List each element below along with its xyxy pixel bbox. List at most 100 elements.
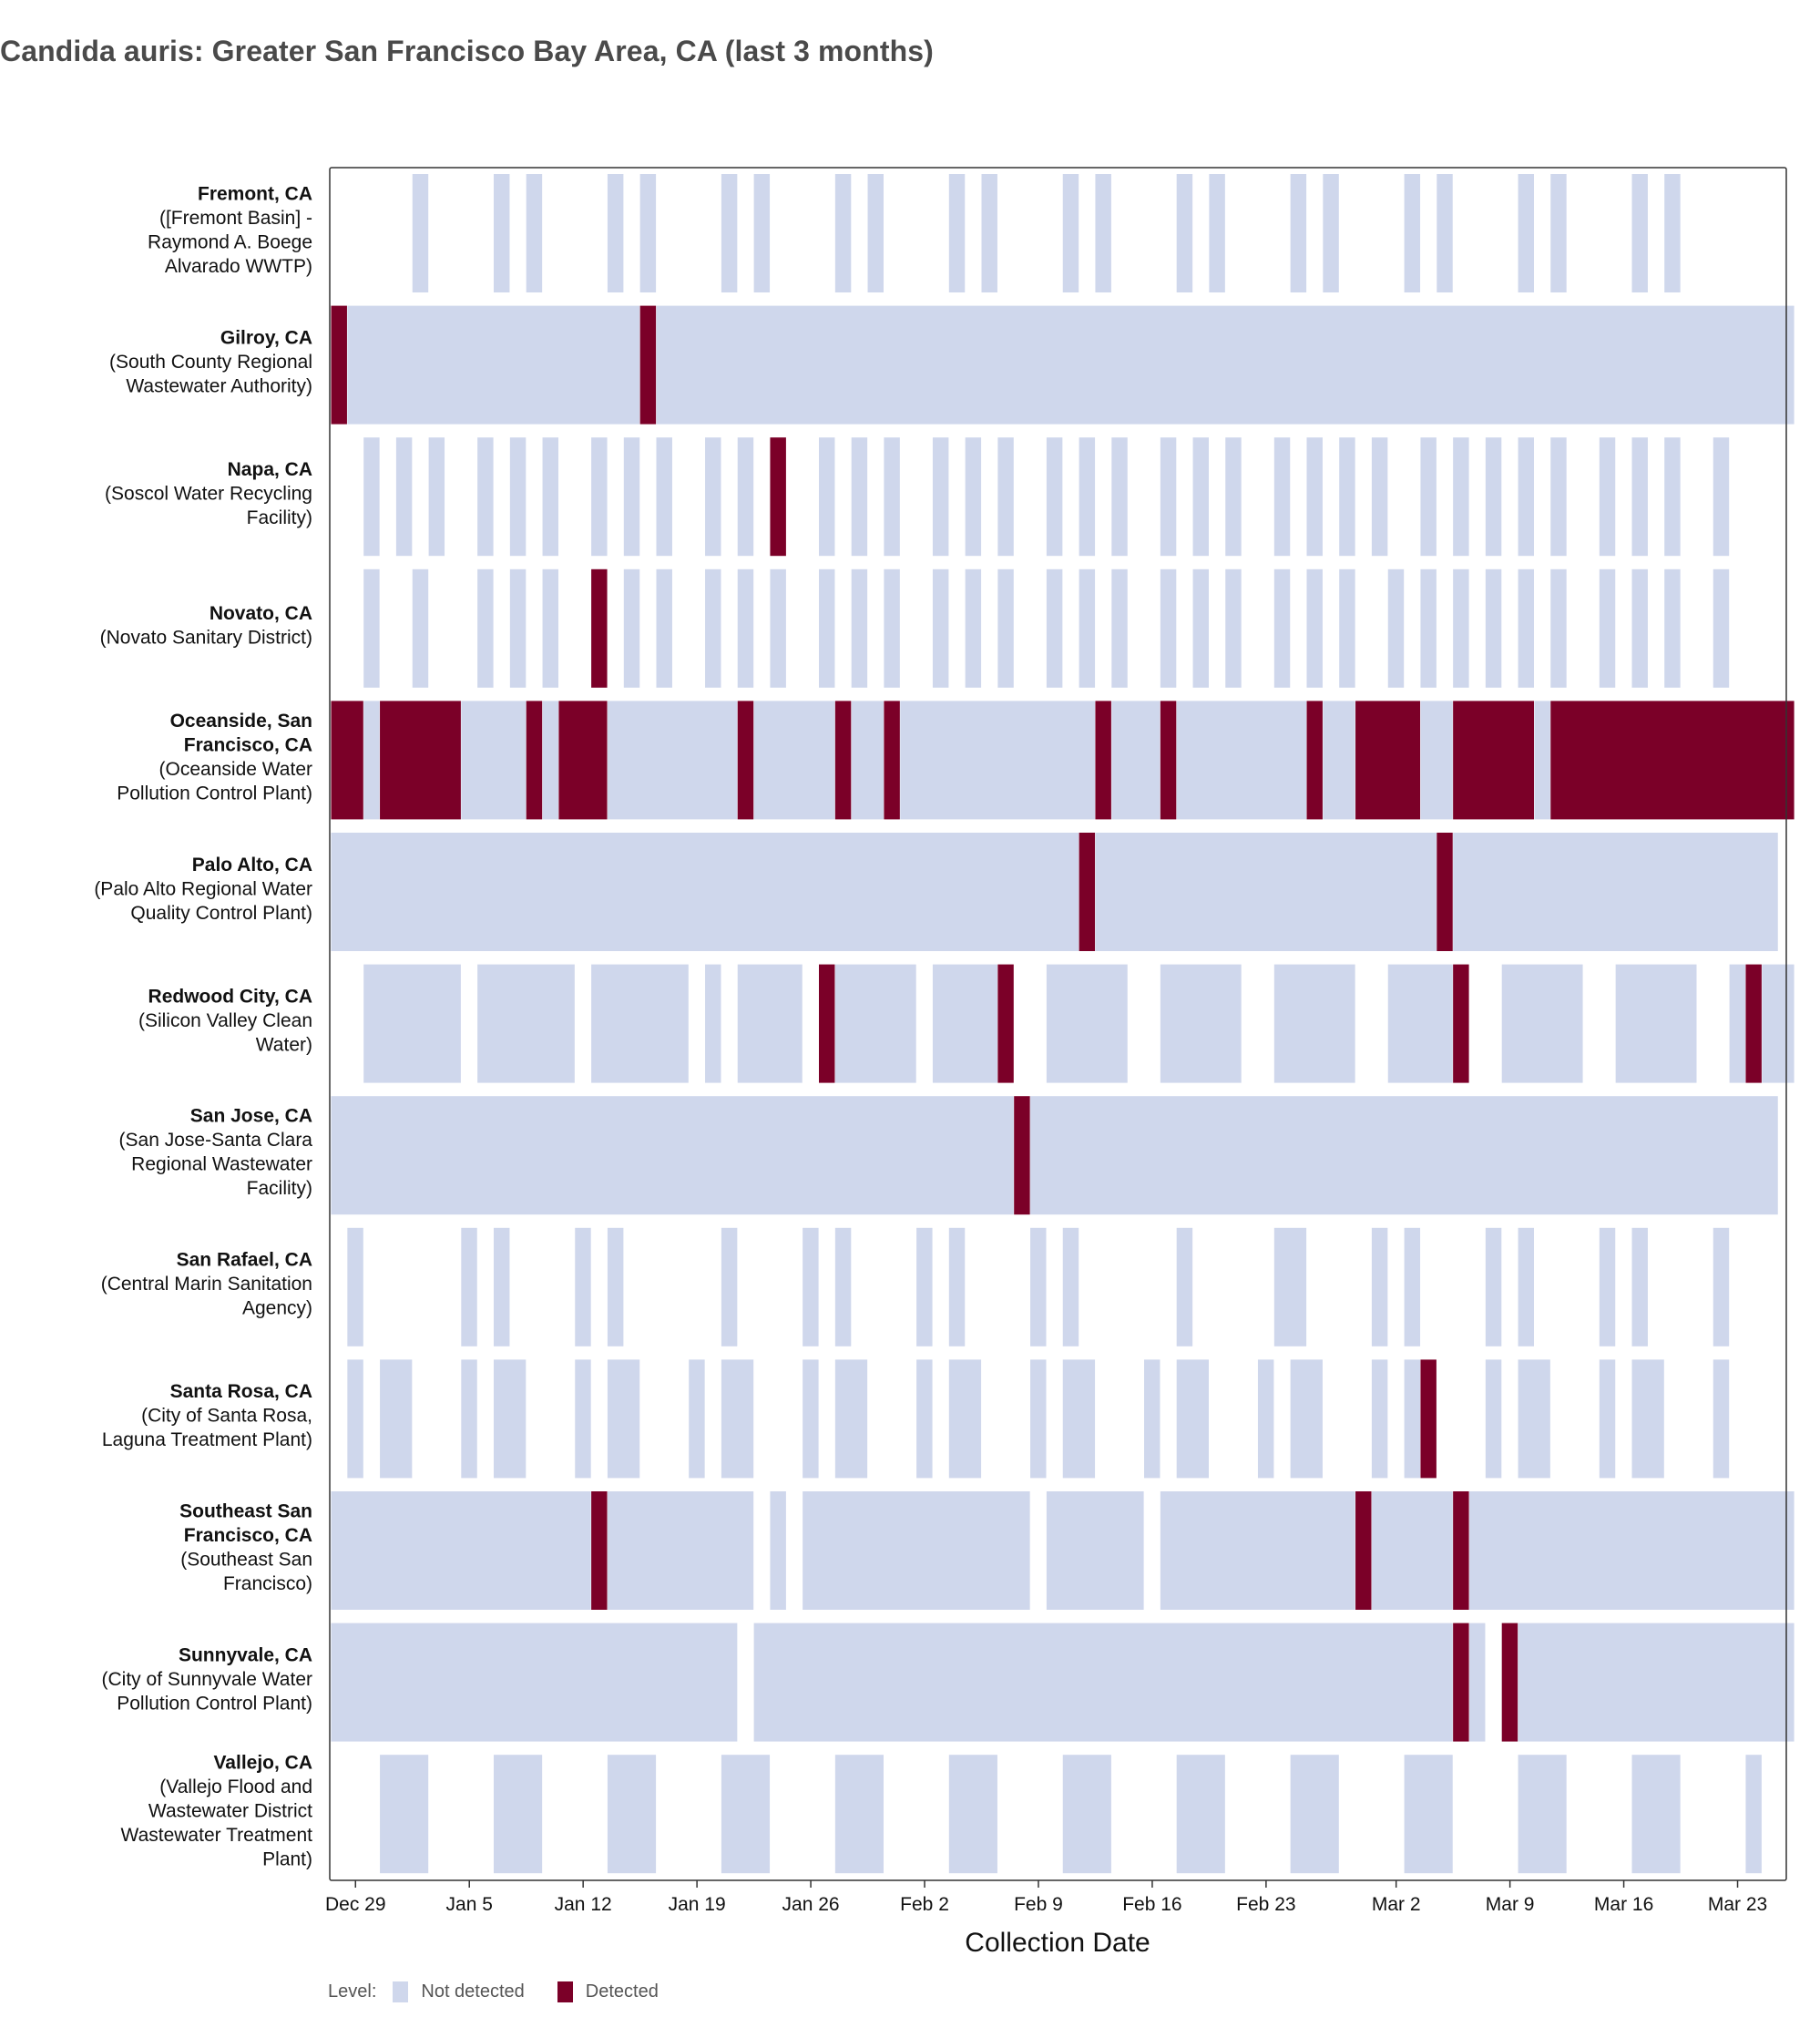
- tile-napa-ca-36: [1713, 437, 1730, 557]
- x-tick-label-0: Dec 29: [325, 1894, 386, 1915]
- tile-oceanside-san-francisco-ca-23: [1534, 701, 1550, 820]
- tile-redwood-city-ca-12: [1387, 964, 1453, 1083]
- x-tick-label-1: Jan 5: [446, 1894, 493, 1915]
- tile-san-rafael-ca-11: [1062, 1227, 1079, 1346]
- tile-napa-ca-1: [395, 437, 413, 557]
- tile-oceanside-san-francisco-ca-0: [331, 701, 363, 820]
- site-facility-sunnyvale-ca-1: (City of Sunnyvale Water: [102, 1669, 312, 1690]
- tile-vallejo-ca-4: [834, 1755, 884, 1874]
- tile-palo-alto-ca-1: [1079, 833, 1096, 951]
- tile-southeast-san-francisco-ca-4: [803, 1491, 1030, 1610]
- tile-fremont-ca-12: [1095, 174, 1111, 292]
- tile-novato-ca-9: [737, 568, 754, 688]
- site-name-gilroy-ca-0: Gilroy, CA: [220, 327, 312, 348]
- tile-novato-ca-33: [1631, 568, 1648, 688]
- tile-san-rafael-ca-4: [607, 1227, 624, 1346]
- tile-fremont-ca-6: [753, 174, 771, 292]
- x-tick-label-6: Feb 9: [1014, 1894, 1063, 1915]
- tile-vallejo-ca-2: [607, 1755, 657, 1874]
- tile-santa-rosa-ca-20: [1420, 1359, 1437, 1479]
- tile-napa-ca-2: [428, 437, 445, 557]
- tile-southeast-san-francisco-ca-9: [1453, 1491, 1469, 1610]
- tile-palo-alto-ca-0: [331, 833, 1079, 951]
- tile-santa-rosa-ca-10: [916, 1359, 933, 1479]
- tile-san-rafael-ca-7: [834, 1227, 852, 1346]
- tile-redwood-city-ca-5: [819, 964, 835, 1083]
- tile-southeast-san-francisco-ca-3: [770, 1491, 786, 1610]
- site-name-santa-rosa-ca-0: Santa Rosa, CA: [170, 1381, 312, 1402]
- tile-oceanside-san-francisco-ca-2: [380, 701, 461, 820]
- tile-oceanside-san-francisco-ca-22: [1453, 701, 1534, 820]
- site-facility-palo-alto-ca-1: (Palo Alto Regional Water: [94, 878, 312, 899]
- tile-napa-ca-34: [1631, 437, 1648, 557]
- tile-san-rafael-ca-8: [916, 1227, 933, 1346]
- tile-san-rafael-ca-20: [1713, 1227, 1730, 1346]
- tile-santa-rosa-ca-19: [1404, 1359, 1421, 1479]
- tile-novato-ca-3: [509, 568, 527, 688]
- tile-redwood-city-ca-13: [1453, 964, 1469, 1083]
- tile-fremont-ca-2: [526, 174, 543, 292]
- tile-san-rafael-ca-16: [1485, 1227, 1502, 1346]
- tile-napa-ca-16: [965, 437, 982, 557]
- site-facility-vallejo-ca-1: (Vallejo Flood and: [159, 1776, 312, 1797]
- tile-novato-ca-29: [1485, 568, 1502, 688]
- site-facility-redwood-city-ca-1: (Silicon Valley Clean: [138, 1010, 312, 1031]
- site-name-vallejo-ca-0: Vallejo, CA: [213, 1753, 312, 1774]
- legend: Level: Not detected Detected: [328, 1981, 675, 2002]
- site-facility-gilroy-ca-2: Wastewater Authority): [126, 375, 312, 396]
- tile-novato-ca-23: [1273, 568, 1291, 688]
- tile-oceanside-san-francisco-ca-18: [1306, 701, 1323, 820]
- tile-southeast-san-francisco-ca-0: [331, 1491, 591, 1610]
- tile-novato-ca-19: [1111, 568, 1128, 688]
- tile-novato-ca-2: [477, 568, 494, 688]
- tile-santa-rosa-ca-22: [1518, 1359, 1550, 1479]
- site-facility-napa-ca-1: (Soscol Water Recycling: [105, 484, 312, 505]
- tile-oceanside-san-francisco-ca-13: [900, 701, 1096, 820]
- tile-novato-ca-12: [851, 568, 868, 688]
- tile-sunnyvale-ca-1: [753, 1623, 1453, 1742]
- tile-santa-rosa-ca-5: [607, 1359, 640, 1479]
- tile-san-rafael-ca-9: [948, 1227, 966, 1346]
- tile-fremont-ca-16: [1323, 174, 1339, 292]
- tile-vallejo-ca-1: [494, 1755, 543, 1874]
- tile-novato-ca-16: [997, 568, 1014, 688]
- tiles-layer: [331, 174, 1794, 1874]
- tile-napa-ca-35: [1664, 437, 1681, 557]
- site-name-palo-alto-ca-0: Palo Alto, CA: [192, 855, 312, 875]
- tile-oceanside-san-francisco-ca-10: [834, 701, 852, 820]
- tile-novato-ca-31: [1550, 568, 1567, 688]
- tile-oceanside-san-francisco-ca-15: [1111, 701, 1161, 820]
- tile-novato-ca-30: [1518, 568, 1534, 688]
- x-tick-label-8: Feb 23: [1236, 1894, 1295, 1915]
- tile-napa-ca-15: [932, 437, 949, 557]
- tile-fremont-ca-4: [639, 174, 657, 292]
- tile-vallejo-ca-12: [1745, 1755, 1762, 1874]
- site-facility-fremont-ca-3: Alvarado WWTP): [165, 256, 312, 277]
- tile-napa-ca-31: [1518, 437, 1534, 557]
- tile-redwood-city-ca-4: [737, 964, 803, 1083]
- legend-item-detected: Detected: [557, 1981, 659, 2002]
- tile-oceanside-san-francisco-ca-3: [461, 701, 527, 820]
- tile-fremont-ca-13: [1176, 174, 1193, 292]
- tile-fremont-ca-20: [1550, 174, 1567, 292]
- tile-san-rafael-ca-14: [1371, 1227, 1388, 1346]
- tile-napa-ca-19: [1079, 437, 1096, 557]
- tile-southeast-san-francisco-ca-1: [591, 1491, 608, 1610]
- site-name-fremont-ca-0: Fremont, CA: [198, 184, 312, 205]
- tile-redwood-city-ca-0: [363, 964, 461, 1083]
- site-name-sunnyvale-ca-0: Sunnyvale, CA: [179, 1644, 312, 1665]
- tile-redwood-city-ca-1: [477, 964, 575, 1083]
- tile-fremont-ca-17: [1404, 174, 1421, 292]
- tile-redwood-city-ca-18: [1762, 964, 1794, 1083]
- tile-oceanside-san-francisco-ca-4: [526, 701, 543, 820]
- tile-napa-ca-25: [1306, 437, 1323, 557]
- tile-palo-alto-ca-2: [1095, 833, 1437, 951]
- x-tick-label-10: Mar 9: [1486, 1894, 1535, 1915]
- site-name-novato-ca-0: Novato, CA: [210, 603, 312, 624]
- tile-gilroy-ca-2: [639, 305, 657, 425]
- tile-sunnyvale-ca-3: [1469, 1623, 1486, 1742]
- tile-sunnyvale-ca-0: [331, 1623, 738, 1742]
- site-name-san-rafael-ca-0: San Rafael, CA: [177, 1250, 312, 1271]
- tile-gilroy-ca-0: [331, 305, 347, 425]
- tile-vallejo-ca-9: [1404, 1755, 1453, 1874]
